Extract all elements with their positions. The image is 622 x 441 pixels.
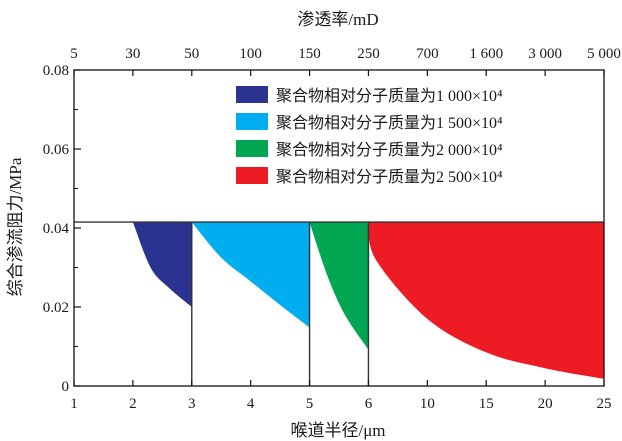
x-tick-label: 15 [479,396,494,412]
x2-tick-label: 1 600 [469,46,503,62]
x-axis-title: 喉道半径/μm [290,421,385,440]
x2-axis-title: 渗透率/mD [297,10,378,29]
axes [73,69,605,387]
tick-labels: 1 2 3 4 5 6 10 15 20 25 5 30 50 100 150 250 700 1 600 3 00… [43,46,621,412]
legend-swatch-4 [236,167,268,184]
legend-label-4: 聚合物相对分子质量为2 500×10⁴ [276,168,503,186]
x2-tick-label: 3 000 [528,46,562,62]
y-tick-label: 0.02 [43,300,69,316]
x2-tick-label: 250 [357,46,380,62]
series-area-4 [368,222,604,379]
series-area-3 [309,222,369,350]
legend-swatch-3 [236,140,268,157]
y-tick-label: 0 [62,379,70,395]
series-area-2 [191,222,310,328]
y-tick-label: 0.04 [43,221,70,237]
x-tick-label: 1 [70,396,78,412]
x-tick-label: 3 [188,396,196,412]
legend-swatch-1 [236,86,268,103]
y-tick-label: 0.06 [43,142,70,158]
legend-label-2: 聚合物相对分子质量为1 500×10⁴ [276,114,503,132]
area-fills [132,222,604,379]
x2-tick-label: 100 [239,46,262,62]
legend-label-3: 聚合物相对分子质量为2 000×10⁴ [276,141,503,159]
y-tick-label: 0.08 [43,63,69,79]
legend-swatch-2 [236,113,268,130]
x-tick-label: 10 [420,396,435,412]
x-tick-label: 2 [129,396,137,412]
x2-tick-label: 150 [298,46,321,62]
series-area-1 [132,222,192,307]
x-tick-label: 25 [597,396,612,412]
legend: 聚合物相对分子质量为1 000×10⁴ 聚合物相对分子质量为1 500×10⁴ 聚合… [236,86,503,186]
y-axis-title: 综合渗流阻力/MPa [6,157,25,296]
reference-lines [74,221,604,386]
legend-label-1: 聚合物相对分子质量为1 000×10⁴ [276,87,503,105]
x2-tick-label: 5 000 [587,46,621,62]
x-tick-label: 20 [538,396,553,412]
x-tick-label: 6 [365,396,373,412]
x2-tick-label: 30 [125,46,140,62]
x2-tick-label: 50 [184,46,199,62]
x-tick-label: 4 [247,396,255,412]
x-tick-label: 5 [306,396,314,412]
x2-tick-label: 5 [70,46,78,62]
x2-tick-label: 700 [416,46,439,62]
